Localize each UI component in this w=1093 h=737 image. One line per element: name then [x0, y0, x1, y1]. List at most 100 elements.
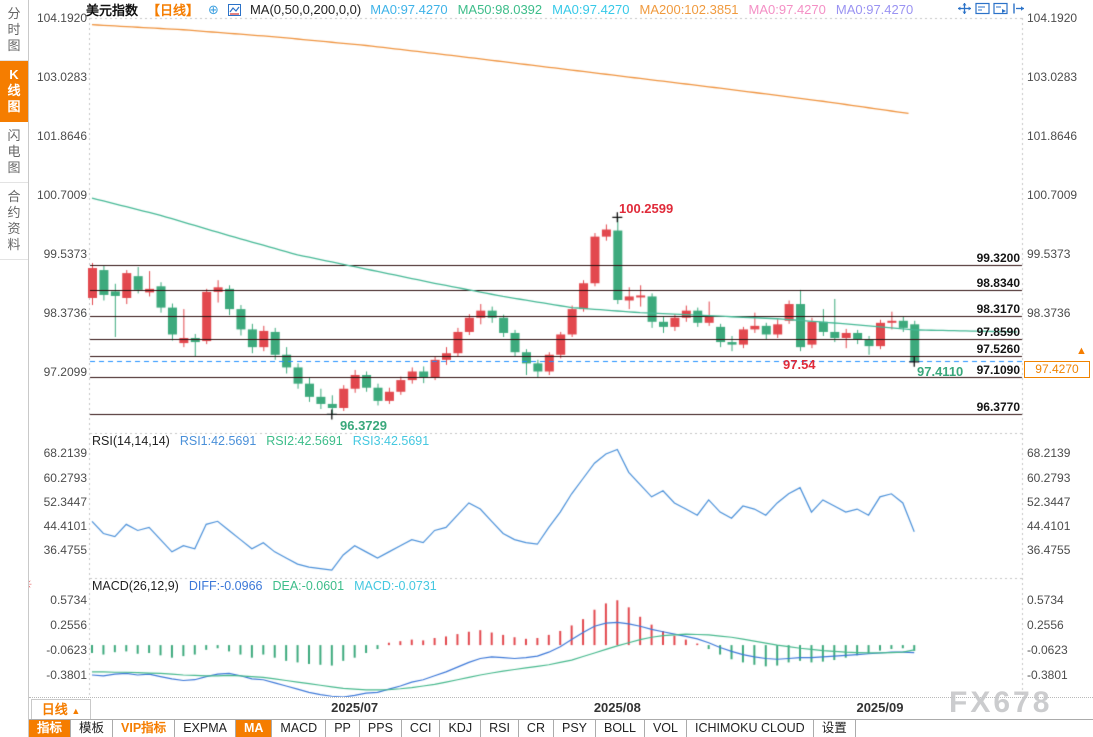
- price-level-label: 96.3770: [976, 400, 1020, 415]
- rsi-y-axis-label-right: 60.2793: [1027, 470, 1071, 485]
- ma-settings-label: MA(0,50,0,200,0,0): [249, 2, 362, 17]
- macd-y-axis-label-right: -0.3801: [1027, 668, 1068, 682]
- tab-cr[interactable]: CR: [519, 720, 554, 737]
- tab-rsi[interactable]: RSI: [481, 720, 519, 737]
- main-y-axis-label-left: 98.3736: [43, 305, 87, 320]
- period-arrow-icon: ▲: [71, 706, 81, 716]
- tab-kdj[interactable]: KDJ: [440, 720, 482, 737]
- main-y-axis-label-left: 101.8646: [36, 129, 87, 143]
- period-label: 日线: [41, 702, 68, 717]
- main-y-axis-label-left: 99.5373: [43, 246, 87, 261]
- tab-templates[interactable]: 模板: [71, 720, 114, 737]
- main-y-axis-label-left: 104.1920: [36, 11, 87, 25]
- sidebar-item-contract-info[interactable]: 合约资料: [0, 183, 28, 260]
- rsi-y-axis-label-right: 36.4755: [1027, 543, 1071, 558]
- date-label: 2025/07: [331, 700, 379, 715]
- indicator-tabbar: 指标 模板 VIP指标 EXPMA MA MACD PP PPS CCI KDJ RSI CR PSY B…: [29, 719, 1093, 737]
- rsi-y-axis-label-left: 36.4755: [43, 543, 87, 558]
- rsi-y-axis-label-right: 52.3447: [1027, 494, 1071, 509]
- tab-settings[interactable]: 设置: [814, 720, 856, 737]
- tab-ma[interactable]: MA: [235, 720, 273, 737]
- scroll-to-latest-arrow[interactable]: ▲: [1076, 345, 1087, 357]
- period-tag: 【日线】: [147, 3, 200, 18]
- rsi-header-item-0: RSI(14,14,14): [92, 434, 170, 448]
- indicator-pane-icon[interactable]: [975, 2, 990, 15]
- rsi-pane-header: RSI(14,14,14) RSI1:42.5691 RSI2:42.5691 RSI…: [92, 434, 429, 448]
- main-y-axis-label-left: 97.2099: [43, 364, 87, 379]
- macd-y-axis-label-right: 0.2556: [1027, 618, 1064, 632]
- ma-values: MA0:97.4270 MA50:98.0392 MA0:97.4270 MA200:…: [370, 2, 913, 17]
- main-y-axis-label-right: 101.8646: [1027, 129, 1078, 143]
- macd-y-axis-label-right: -0.0623: [1027, 643, 1068, 657]
- macd-y-axis-label-left: -0.3801: [46, 668, 87, 682]
- price-level-label: 99.3200: [976, 251, 1020, 265]
- date-label: 2025/09: [856, 700, 904, 715]
- tab-vol[interactable]: VOL: [645, 720, 687, 737]
- main-y-axis-label-right: 103.0283: [1027, 70, 1078, 84]
- high-price-annotation: 100.2599: [619, 201, 674, 216]
- tab-psy[interactable]: PSY: [554, 720, 596, 737]
- rsi-y-axis-label-left: 52.3447: [43, 494, 87, 509]
- tab-pps[interactable]: PPS: [360, 720, 402, 737]
- chart-header: 美元指数 【日线】 ⊕ MA(0,50,0,200,0,0) MA0:97.4270…: [86, 1, 913, 19]
- tab-macd[interactable]: MACD: [272, 720, 327, 737]
- crosshair-icon[interactable]: [957, 2, 972, 15]
- date-label: 2025/08: [593, 700, 641, 715]
- current-price-tag: 97.4270: [1024, 361, 1090, 378]
- rsi-y-axis-label-left: 68.2139: [43, 446, 87, 461]
- ma-value-2: MA0:97.4270: [552, 2, 630, 17]
- chart-canvas[interactable]: [0, 0, 1093, 700]
- add-to-watchlist-icon[interactable]: ⊕: [208, 1, 219, 17]
- last-low-annotation: 97.4110: [917, 364, 964, 379]
- main-y-axis-label-right: 99.5373: [1027, 246, 1071, 261]
- main-y-axis-label-right: 104.1920: [1027, 11, 1078, 25]
- tab-pp[interactable]: PP: [326, 720, 360, 737]
- macd-y-axis-label-left: 0.5734: [50, 593, 87, 607]
- macd-header-item-2: DEA:-0.0601: [272, 579, 345, 593]
- macd-y-axis-label-left: 0.2556: [50, 618, 87, 632]
- rsi-y-axis-label-right: 44.4101: [1027, 519, 1071, 534]
- tab-cci[interactable]: CCI: [402, 720, 441, 737]
- price-level-label: 97.1090: [976, 363, 1020, 378]
- tab-vip-indicators[interactable]: VIP指标: [113, 720, 176, 737]
- macd-y-axis-label-right: 0.5734: [1027, 593, 1064, 607]
- tab-boll[interactable]: BOLL: [596, 720, 645, 737]
- ma-value-1: MA50:98.0392: [457, 2, 543, 17]
- price-level-label: 98.8340: [976, 275, 1020, 290]
- tab-indicators[interactable]: 指标: [29, 720, 72, 737]
- collapse-right-icon[interactable]: [1011, 2, 1026, 15]
- rsi-y-axis-label-right: 68.2139: [1027, 446, 1071, 461]
- sidebar-item-time-chart[interactable]: 分时图: [0, 0, 28, 61]
- tab-expma[interactable]: EXPMA: [175, 720, 236, 737]
- watermark: FX678: [949, 686, 1053, 719]
- timeline-row: 日线 ▲ 2025/07 2025/08 2025/09 FX678: [29, 686, 1093, 720]
- price-level-label: 98.3170: [976, 301, 1020, 316]
- period-selector[interactable]: 日线 ▲: [31, 699, 91, 720]
- rsi-header-item-2: RSI2:42.5691: [266, 434, 343, 448]
- main-y-axis-label-right: 100.7009: [1027, 188, 1078, 202]
- kline-chart-icon: [227, 3, 241, 16]
- ma-value-5: MA0:97.4270: [835, 2, 914, 17]
- main-y-axis-label-right: 98.3736: [1027, 305, 1071, 320]
- macd-header-item-0: MACD(26,12,9): [92, 579, 179, 593]
- main-y-axis-label-left: 103.0283: [36, 70, 87, 84]
- alert-line-label: 97.54: [783, 357, 816, 372]
- ma-value-4: MA0:97.4270: [748, 2, 826, 17]
- ma-value-0: MA0:97.4270: [370, 2, 448, 17]
- price-level-label: 97.8590: [976, 325, 1020, 340]
- ma-value-3: MA200:102.3851: [639, 2, 739, 17]
- rsi-y-axis-label-left: 60.2793: [43, 470, 87, 485]
- symbol-title: 美元指数: [86, 3, 139, 18]
- sidebar-item-flash-chart[interactable]: 闪电图: [0, 122, 28, 183]
- chart-layout-icon[interactable]: [993, 2, 1008, 15]
- macd-header-item-1: DIFF:-0.0966: [188, 579, 263, 593]
- low-price-annotation: 96.3729: [340, 418, 387, 433]
- chart-toolbar: [957, 2, 1026, 15]
- rsi-y-axis-label-left: 44.4101: [43, 519, 87, 534]
- tab-ichimoku-cloud[interactable]: ICHIMOKU CLOUD: [687, 720, 814, 737]
- price-level-label: 97.5260: [976, 341, 1020, 356]
- macd-y-axis-label-left: -0.0623: [46, 643, 87, 657]
- macd-pane-header: MACD(26,12,9) DIFF:-0.0966 DEA:-0.0601 MACD…: [92, 579, 437, 593]
